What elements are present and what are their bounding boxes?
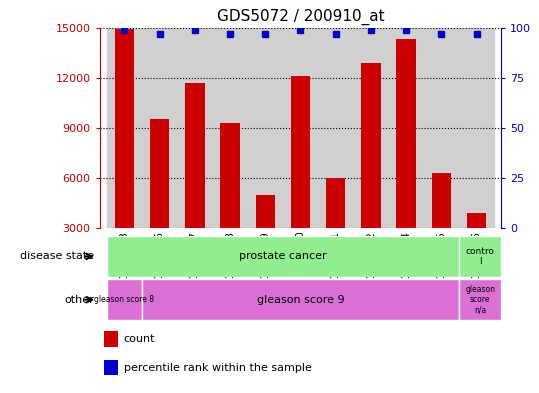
Text: gleason
score
n/a: gleason score n/a bbox=[465, 285, 495, 314]
Text: disease state: disease state bbox=[20, 252, 94, 261]
Bar bbox=[283, 28, 318, 228]
Bar bbox=[318, 28, 354, 228]
Text: gleason score 8: gleason score 8 bbox=[94, 295, 154, 304]
Text: percentile rank within the sample: percentile rank within the sample bbox=[124, 362, 312, 373]
Bar bbox=[432, 173, 451, 278]
Bar bbox=[103, 331, 118, 347]
Bar bbox=[459, 279, 501, 320]
Bar bbox=[220, 123, 240, 278]
Bar bbox=[354, 28, 389, 228]
Bar bbox=[115, 29, 134, 278]
Text: gleason score 9: gleason score 9 bbox=[257, 295, 344, 305]
Bar bbox=[150, 119, 169, 278]
Bar bbox=[397, 39, 416, 278]
Bar bbox=[361, 62, 381, 278]
Bar bbox=[185, 83, 204, 278]
Bar bbox=[107, 279, 142, 320]
Bar bbox=[459, 236, 501, 277]
Bar bbox=[142, 279, 459, 320]
Title: GDS5072 / 200910_at: GDS5072 / 200910_at bbox=[217, 9, 384, 25]
Text: other: other bbox=[65, 295, 94, 305]
Bar bbox=[247, 28, 283, 228]
Bar bbox=[459, 28, 494, 228]
Bar bbox=[326, 178, 345, 278]
Bar bbox=[467, 213, 486, 278]
Text: prostate cancer: prostate cancer bbox=[239, 252, 327, 261]
Bar bbox=[389, 28, 424, 228]
Bar bbox=[255, 195, 275, 278]
Text: count: count bbox=[124, 334, 155, 344]
Bar bbox=[177, 28, 212, 228]
Bar bbox=[291, 76, 310, 278]
Text: contro
l: contro l bbox=[466, 247, 495, 266]
Bar bbox=[212, 28, 247, 228]
Bar bbox=[107, 28, 142, 228]
Bar bbox=[103, 360, 118, 375]
Bar bbox=[107, 236, 459, 277]
Bar bbox=[142, 28, 177, 228]
Bar bbox=[424, 28, 459, 228]
